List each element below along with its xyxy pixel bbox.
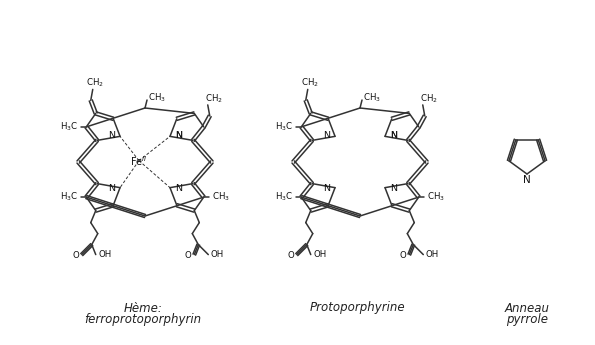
Text: O: O xyxy=(287,251,294,260)
Text: N: N xyxy=(323,184,330,193)
Text: Hème:: Hème: xyxy=(124,302,162,315)
Text: H$_3$C: H$_3$C xyxy=(60,121,79,133)
Text: O: O xyxy=(400,251,406,260)
Text: pyrrole: pyrrole xyxy=(506,313,548,325)
Text: H$_3$C: H$_3$C xyxy=(60,191,79,203)
Text: OH: OH xyxy=(425,250,439,259)
Text: N: N xyxy=(108,184,115,193)
Text: Protoporphyrine: Protoporphyrine xyxy=(310,302,406,315)
Text: N: N xyxy=(108,131,115,140)
Text: CH$_3$: CH$_3$ xyxy=(363,92,381,104)
Text: N: N xyxy=(175,184,182,193)
Text: O: O xyxy=(185,251,192,260)
Text: N: N xyxy=(175,131,182,140)
Text: CH$_3$: CH$_3$ xyxy=(212,191,230,203)
Text: OH: OH xyxy=(313,250,327,259)
Text: N: N xyxy=(390,184,397,193)
Text: CH$_2$: CH$_2$ xyxy=(301,76,319,89)
Text: H$_3$C: H$_3$C xyxy=(275,191,293,203)
Text: O: O xyxy=(73,251,79,260)
Text: CH$_3$: CH$_3$ xyxy=(427,191,444,203)
Text: ferroprotoporphyrin: ferroprotoporphyrin xyxy=(84,313,202,325)
Text: N: N xyxy=(390,131,397,140)
Text: N: N xyxy=(390,131,397,140)
Text: CH$_2$: CH$_2$ xyxy=(86,76,104,89)
Text: N: N xyxy=(323,131,330,140)
Text: OH: OH xyxy=(98,250,111,259)
Text: CH$_2$: CH$_2$ xyxy=(420,93,438,105)
Text: N: N xyxy=(175,131,182,140)
Text: Anneau: Anneau xyxy=(505,302,550,315)
Text: Fe$^{II}$: Fe$^{II}$ xyxy=(130,154,148,168)
Text: OH: OH xyxy=(211,250,224,259)
Text: N: N xyxy=(523,175,531,185)
Text: H$_3$C: H$_3$C xyxy=(275,121,293,133)
Text: CH$_3$: CH$_3$ xyxy=(148,92,166,104)
Text: CH$_2$: CH$_2$ xyxy=(205,93,223,105)
